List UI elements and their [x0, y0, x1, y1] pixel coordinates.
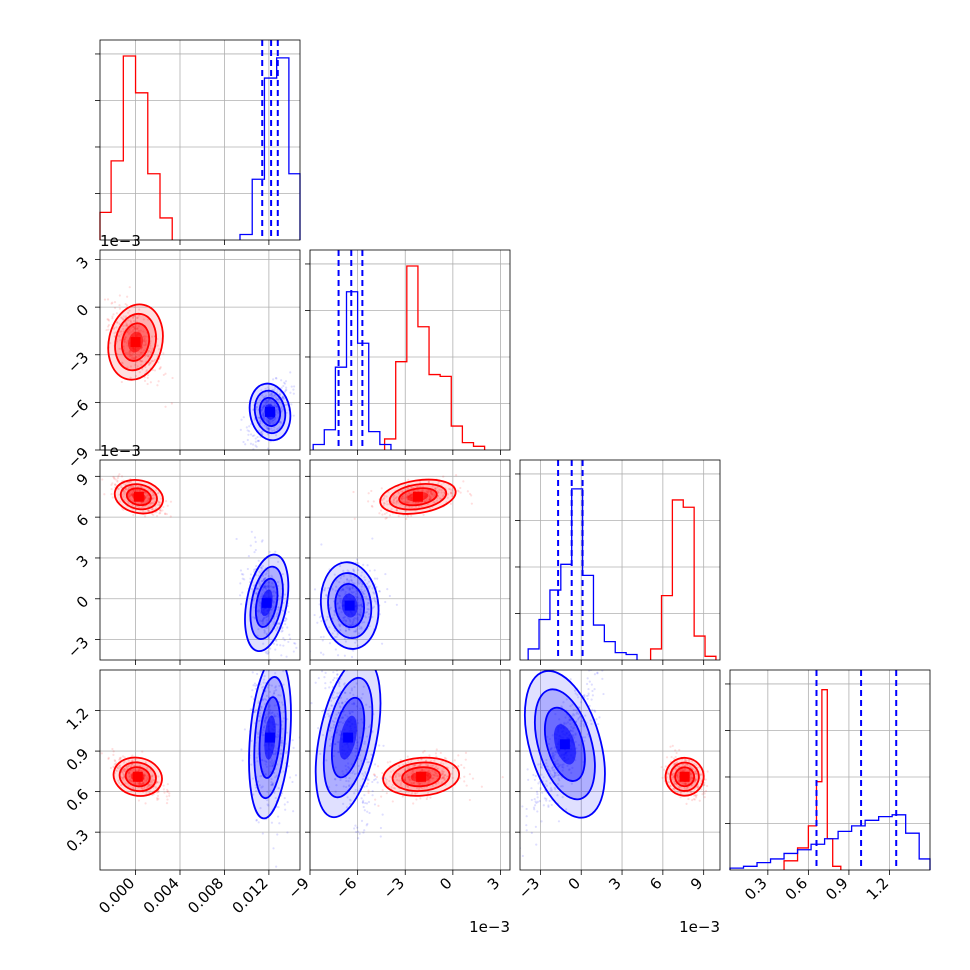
y-tick-label: 0: [73, 301, 92, 320]
panel-0-0: [99, 39, 301, 241]
panel-frame: [309, 669, 511, 871]
y-tick-label: 6: [73, 511, 92, 530]
x-tick-label: 0: [436, 874, 455, 893]
panel-frame: [519, 669, 721, 871]
density-peak-blue: [344, 600, 355, 611]
density-peak-red: [679, 771, 690, 782]
y-tick-label: 0.3: [63, 826, 93, 856]
density-peak-blue: [265, 406, 275, 417]
density-peak-red: [416, 771, 427, 782]
density-peak-blue: [265, 732, 275, 743]
x-tick-label: 0.9: [822, 874, 852, 904]
x-offset-label: 1e−3: [679, 918, 720, 936]
x-tick-label: 0.004: [140, 874, 183, 917]
histogram-red: [383, 265, 486, 450]
panel-3-3: [729, 669, 931, 871]
histogram-blue: [729, 814, 931, 870]
x-tick-label: 0.012: [229, 874, 272, 917]
panel-frame: [309, 459, 511, 661]
y-tick-label: 0.9: [63, 745, 93, 775]
density-peak-red: [132, 771, 143, 782]
density-peak-red: [133, 491, 144, 502]
x-tick-label: 0.6: [782, 874, 812, 904]
panel-1-1: [309, 249, 511, 451]
y-offset-label: 1e−3: [100, 232, 141, 250]
panel-2-1: [309, 459, 511, 661]
x-tick-label: −3: [515, 874, 543, 902]
y-tick-label: −9: [64, 444, 92, 472]
x-tick-label: 1.2: [863, 874, 893, 904]
y-tick-label: −3: [64, 633, 92, 661]
x-tick-label: 6: [646, 874, 665, 893]
x-tick-label: 9: [687, 874, 706, 893]
density-peak-blue: [261, 597, 272, 608]
scatter-content: [103, 286, 296, 450]
y-tick-label: 9: [73, 470, 92, 489]
panel-frame: [99, 459, 301, 661]
x-tick-label: −9: [284, 874, 312, 902]
panel-1-0: [99, 249, 301, 451]
x-tick-label: 0.000: [95, 874, 138, 917]
density-peak-red: [412, 491, 423, 502]
panel-frame: [99, 669, 301, 871]
x-offset-label: 1e−3: [469, 918, 510, 936]
x-tick-label: −3: [380, 874, 408, 902]
y-tick-label: 3: [73, 253, 92, 272]
panel-3-0: [99, 669, 301, 871]
y-tick-label: 1.2: [63, 704, 93, 734]
panel-frame: [729, 669, 931, 871]
y-tick-label: −3: [64, 348, 92, 376]
panel-frame: [99, 249, 301, 451]
panel-2-2: [519, 459, 721, 661]
scatter-content: [520, 670, 709, 858]
x-tick-label: 0: [565, 874, 584, 893]
density-peak-blue: [343, 732, 354, 743]
panel-2-0: [99, 459, 301, 661]
scatter-content: [100, 670, 300, 868]
x-tick-label: 3: [484, 874, 503, 893]
scatter-content: [101, 473, 298, 660]
panel-frame: [99, 39, 301, 241]
panel-3-1: [309, 669, 511, 871]
y-tick-label: −6: [64, 396, 92, 424]
scatter-content: [310, 670, 504, 840]
panel-3-2: [519, 669, 721, 871]
x-tick-label: 0.3: [741, 874, 771, 904]
x-tick-label: −6: [332, 874, 360, 902]
scatter-content: [310, 474, 473, 659]
panel-frame: [519, 459, 721, 661]
y-offset-label: 1e−3: [100, 442, 141, 460]
y-tick-label: 0.6: [63, 785, 93, 815]
panel-frame: [309, 249, 511, 451]
histogram-red: [783, 689, 842, 870]
x-tick-label: 3: [605, 874, 624, 893]
histogram-red: [649, 499, 717, 660]
histogram-blue: [239, 57, 301, 240]
y-tick-label: 0: [73, 592, 92, 611]
x-tick-label: 0.008: [184, 874, 227, 917]
density-peak-blue: [559, 739, 570, 750]
density-peak-red: [130, 337, 141, 348]
y-tick-label: 3: [73, 552, 92, 571]
histogram-red: [99, 55, 173, 240]
